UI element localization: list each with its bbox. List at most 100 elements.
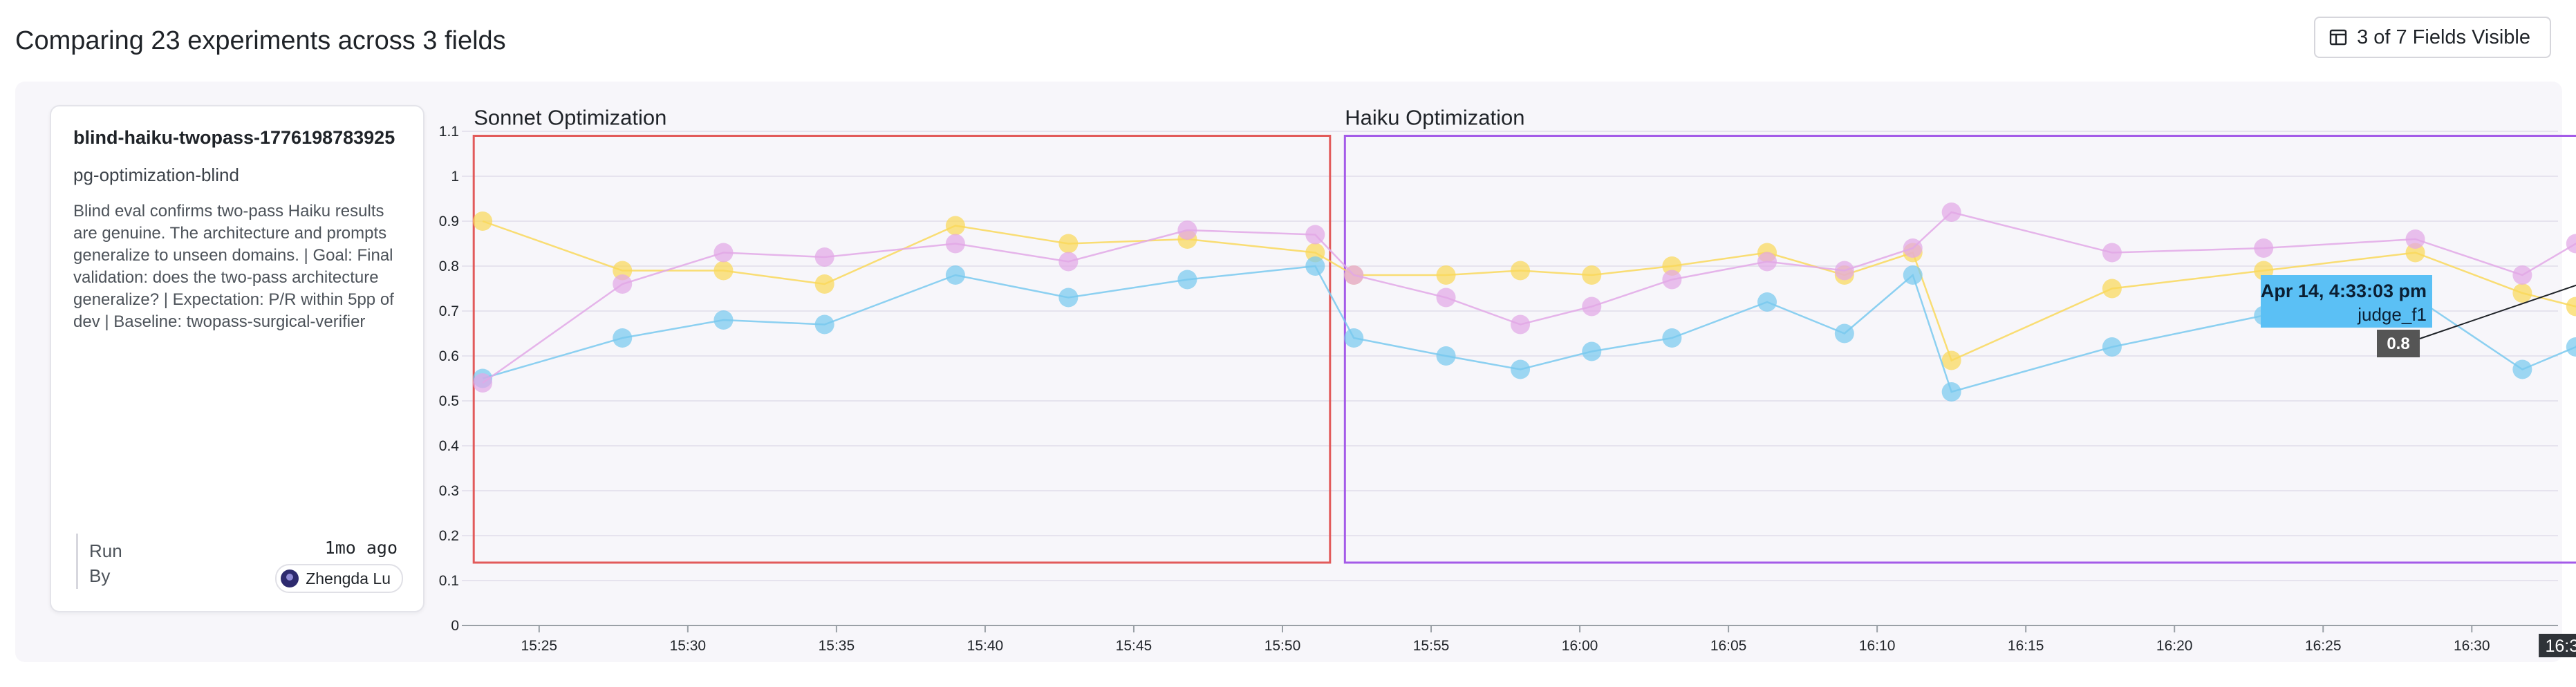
y-tick-label: 0.7 (439, 303, 459, 319)
data-point[interactable] (1941, 203, 1961, 222)
fields-visible-label: 3 of 7 Fields Visible (2357, 26, 2530, 48)
cursor-time-label: 16:33:06 (2545, 637, 2576, 656)
region-label: Sonnet Optimization (474, 106, 666, 130)
page-title: Comparing 23 experiments across 3 fields (15, 26, 506, 55)
data-point[interactable] (713, 310, 734, 330)
data-point[interactable] (945, 216, 965, 236)
data-point[interactable] (1903, 265, 1923, 285)
data-point[interactable] (945, 234, 965, 254)
data-point[interactable] (1177, 270, 1197, 290)
tooltip-leader-line (2419, 284, 2576, 339)
data-point[interactable] (1058, 234, 1079, 254)
data-point[interactable] (1582, 297, 1602, 317)
user-chip[interactable]: Zhengda Lu (275, 564, 403, 593)
hover-tooltip: Apr 14, 4:33:03 pm judge_f1 0.8 (2261, 275, 2576, 357)
fields-visible-button[interactable]: 3 of 7 Fields Visible (2314, 17, 2551, 58)
data-point[interactable] (2512, 359, 2532, 379)
x-tick-label: 15:35 (819, 638, 855, 654)
data-point[interactable] (1834, 323, 1854, 344)
y-tick-label: 0.6 (439, 348, 459, 364)
data-point[interactable] (1662, 328, 1682, 348)
data-point[interactable] (1511, 261, 1531, 281)
comparison-panel (15, 82, 2562, 662)
data-point[interactable] (1058, 288, 1079, 308)
data-point[interactable] (814, 274, 834, 294)
data-point[interactable] (613, 261, 633, 281)
run-time-ago: 1mo ago (324, 538, 398, 558)
data-point[interactable] (1436, 265, 1456, 285)
series-layer[interactable] (473, 203, 2576, 402)
y-tick-label: 0 (451, 618, 459, 634)
x-tick-label: 16:25 (2305, 638, 2342, 654)
data-point[interactable] (1511, 359, 1531, 379)
y-tick-label: 0.2 (439, 528, 459, 544)
data-point[interactable] (1757, 252, 1777, 272)
y-tick-label: 0.8 (439, 258, 459, 274)
experiment-title[interactable]: blind-haiku-twopass-1776198783925 (73, 127, 395, 148)
data-point[interactable] (473, 211, 493, 231)
data-point[interactable] (1344, 265, 1364, 285)
y-tick-label: 1 (451, 169, 459, 185)
experiment-card[interactable]: blind-haiku-twopass-1776198783925 pg-opt… (50, 105, 424, 612)
x-tick-label: 16:30 (2454, 638, 2490, 654)
data-point[interactable] (613, 328, 633, 348)
data-point[interactable] (713, 261, 734, 281)
y-tick-label: 1.1 (439, 124, 459, 140)
data-point[interactable] (2566, 234, 2576, 254)
data-point[interactable] (2512, 283, 2532, 303)
data-point[interactable] (2566, 337, 2576, 357)
tooltip-date: Apr 14, 4:33:03 pm (2261, 281, 2427, 301)
data-point[interactable] (1305, 225, 1325, 245)
data-point[interactable] (1177, 220, 1197, 240)
x-tick-label: 15:50 (1264, 638, 1301, 654)
data-point[interactable] (945, 265, 965, 285)
data-point[interactable] (1511, 314, 1531, 335)
data-point[interactable] (1662, 256, 1682, 276)
data-point[interactable] (2254, 238, 2274, 258)
data-point[interactable] (2102, 243, 2122, 263)
x-tick-label: 16:05 (1710, 638, 1747, 654)
y-tick-label: 0.4 (439, 438, 460, 454)
data-point[interactable] (1305, 256, 1325, 276)
data-point[interactable] (1305, 243, 1325, 263)
data-point[interactable] (1582, 265, 1602, 285)
data-point[interactable] (1436, 346, 1456, 366)
data-point[interactable] (1941, 350, 1961, 370)
data-point[interactable] (2566, 297, 2576, 317)
region-label: Haiku Optimization (1345, 106, 1524, 130)
avatar (281, 570, 299, 587)
data-point[interactable] (1344, 328, 1364, 348)
data-point[interactable] (1757, 292, 1777, 312)
data-point[interactable] (2405, 229, 2425, 249)
data-point[interactable] (2405, 243, 2425, 263)
data-point[interactable] (1662, 270, 1682, 290)
data-point[interactable] (1941, 382, 1961, 402)
data-point[interactable] (814, 314, 834, 335)
data-point[interactable] (613, 274, 633, 294)
cursor-time-box (2539, 634, 2576, 657)
tooltip-value-box (2377, 330, 2420, 357)
y-tick-label: 0.9 (439, 214, 459, 229)
x-tick-label: 15:55 (1413, 638, 1450, 654)
run-label: Run (89, 540, 122, 561)
data-point[interactable] (1903, 238, 1923, 258)
tooltip-field: judge_f1 (2357, 304, 2427, 325)
data-point[interactable] (2102, 279, 2122, 299)
region-box (472, 135, 1332, 564)
region-box (1343, 135, 2576, 564)
data-point[interactable] (1436, 288, 1456, 308)
data-point[interactable] (814, 247, 834, 267)
user-name: Zhengda Lu (306, 569, 391, 587)
x-tick-label: 16:15 (2008, 638, 2044, 654)
x-tick-label: 15:40 (967, 638, 1004, 654)
data-point[interactable] (713, 243, 734, 263)
series-3[interactable] (473, 203, 2576, 393)
data-point[interactable] (1058, 252, 1079, 272)
axes: 0 0.1 0.2 0.3 0.4 0.5 0.6 0.7 0.8 0.9 1 1.1 15:25 15:… (439, 124, 2490, 654)
data-point[interactable] (473, 373, 493, 393)
data-point[interactable] (1834, 261, 1854, 281)
data-point[interactable] (2512, 265, 2532, 285)
data-point[interactable] (2102, 337, 2122, 357)
data-point[interactable] (1582, 341, 1602, 361)
